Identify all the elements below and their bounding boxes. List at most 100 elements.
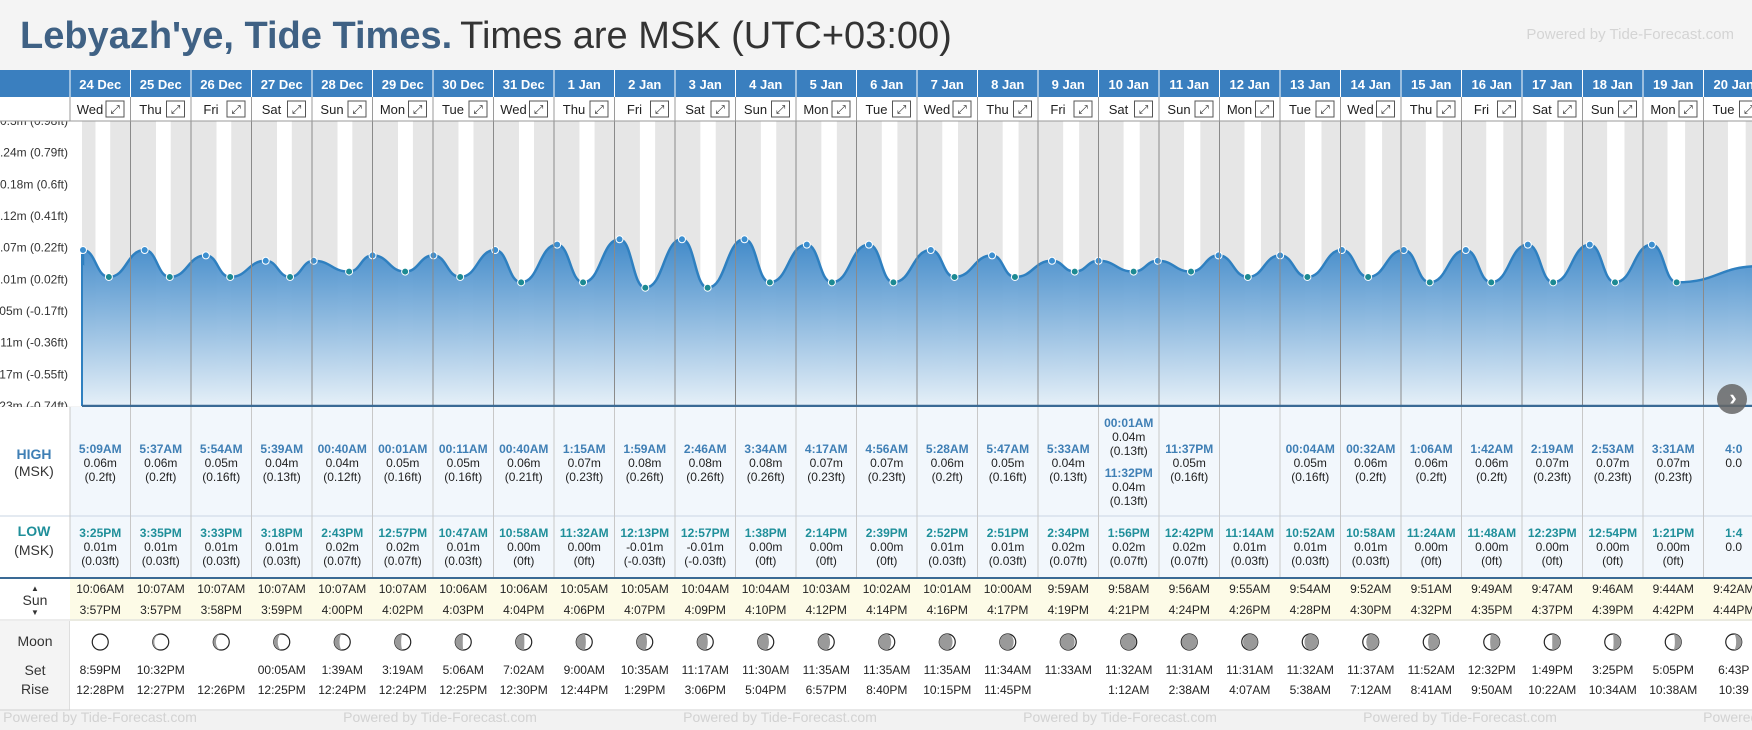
high-time: 2:46AM bbox=[684, 442, 727, 456]
expand-day-button[interactable] bbox=[1194, 100, 1214, 118]
dow-label: Mon bbox=[1650, 102, 1675, 117]
expand-day-button[interactable] bbox=[952, 100, 972, 118]
expand-day-button[interactable] bbox=[1315, 100, 1335, 118]
low-height-ft: (0ft) bbox=[513, 554, 534, 568]
high-time: 1:06AM bbox=[1410, 442, 1453, 456]
expand-day-button[interactable] bbox=[1436, 100, 1456, 118]
expand-day-button[interactable] bbox=[166, 100, 185, 118]
expand-day-button[interactable] bbox=[1255, 100, 1274, 118]
date-label: 11 Jan bbox=[1169, 77, 1209, 92]
moon-phase-icon bbox=[1301, 633, 1319, 651]
expand-day-button[interactable] bbox=[1557, 100, 1577, 118]
y-tick-label: 0.01m (0.02ft) bbox=[0, 272, 68, 286]
sunrise-arrow-icon: ▲ bbox=[31, 584, 39, 593]
expand-day-button[interactable] bbox=[1497, 100, 1516, 118]
expand-icon: ⤢ bbox=[291, 103, 302, 117]
high-tide-point bbox=[1153, 256, 1162, 265]
moon-phase-icon bbox=[1180, 633, 1198, 651]
low-tide-point bbox=[1364, 272, 1373, 281]
sunset-time: 4:30PM bbox=[1350, 603, 1391, 617]
expand-day-button[interactable] bbox=[1739, 100, 1752, 118]
expand-day-button[interactable] bbox=[1678, 100, 1698, 118]
sunrise-time: 9:58AM bbox=[1108, 582, 1149, 596]
expand-day-button[interactable] bbox=[1618, 100, 1637, 118]
moon-row-label: Moon bbox=[17, 633, 52, 649]
expand-day-button[interactable] bbox=[468, 100, 488, 118]
sunrise-time: 10:06AM bbox=[76, 582, 124, 596]
sunrise-time: 9:56AM bbox=[1169, 582, 1210, 596]
moonrise-time: 12:28PM bbox=[76, 683, 124, 697]
high-time: 5:39AM bbox=[260, 442, 303, 456]
low-height-ft: (-0.03ft) bbox=[624, 554, 666, 568]
moon-phase-icon bbox=[636, 633, 654, 651]
low-height-m: 0.01m bbox=[991, 540, 1024, 554]
moon-phase-icon bbox=[938, 633, 956, 651]
sunrise-time: 10:07AM bbox=[137, 582, 185, 596]
moonrise-time: 1:29PM bbox=[624, 683, 665, 697]
moon-phase-icon bbox=[878, 633, 896, 651]
sunset-time: 4:03PM bbox=[443, 603, 484, 617]
expand-day-button[interactable] bbox=[892, 100, 911, 118]
date-label: 4 Jan bbox=[749, 77, 782, 92]
high-time: 5:28AM bbox=[926, 442, 969, 456]
low-height-ft: (0.03ft) bbox=[202, 554, 240, 568]
sunrise-time: 10:03AM bbox=[802, 582, 850, 596]
low-height-ft: (0ft) bbox=[1542, 554, 1563, 568]
expand-day-button[interactable] bbox=[105, 100, 125, 118]
expand-day-button[interactable] bbox=[1073, 100, 1093, 118]
low-height-ft: (0.03ft) bbox=[444, 554, 482, 568]
moon-phase-icon bbox=[273, 633, 291, 651]
expand-day-button[interactable] bbox=[529, 100, 548, 118]
page-title: Lebyazh'ye, Tide Times. Times are MSK (UT… bbox=[20, 8, 952, 64]
sun-row-background bbox=[70, 579, 1752, 621]
sunset-time: 4:37PM bbox=[1532, 603, 1573, 617]
expand-icon: ⤢ bbox=[835, 103, 846, 117]
expand-day-button[interactable] bbox=[650, 100, 669, 118]
expand-day-button[interactable] bbox=[1376, 100, 1395, 118]
dow-label: Thu bbox=[563, 102, 585, 117]
moon-shadow bbox=[1243, 634, 1258, 650]
high-height-m: 0.04m bbox=[326, 456, 359, 470]
expand-icon: ⤢ bbox=[533, 103, 544, 117]
sunset-time: 4:00PM bbox=[322, 603, 363, 617]
expand-icon: ⤢ bbox=[412, 103, 423, 117]
expand-day-button[interactable] bbox=[831, 100, 851, 118]
high-tide-point bbox=[988, 251, 997, 260]
sunset-time: 4:07PM bbox=[624, 603, 665, 617]
expand-day-button[interactable] bbox=[1013, 100, 1032, 118]
sunset-time: 3:59PM bbox=[261, 603, 302, 617]
next-page-button[interactable]: › bbox=[1717, 384, 1747, 414]
high-height-m: 0.06m bbox=[507, 456, 540, 470]
low-height-ft: (0.03ft) bbox=[263, 554, 301, 568]
moonrise-row-label: Rise bbox=[21, 681, 49, 697]
expand-day-button[interactable] bbox=[226, 100, 246, 118]
expand-day-button[interactable] bbox=[408, 100, 427, 118]
dow-label: Tue bbox=[442, 102, 464, 117]
low-time: 11:48AM bbox=[1467, 526, 1516, 540]
low-tide-point bbox=[889, 278, 898, 287]
high-height-ft: (0.2ft) bbox=[145, 470, 176, 484]
moonrise-time: 2:38AM bbox=[1169, 683, 1210, 697]
low-time: 10:52AM bbox=[1286, 526, 1335, 540]
moonset-time: 6:43P bbox=[1718, 663, 1749, 677]
moonrise-time: 12:30PM bbox=[500, 683, 548, 697]
expand-day-button[interactable] bbox=[1134, 100, 1153, 118]
dow-label: Sun bbox=[320, 102, 343, 117]
moonrise-time: 12:25PM bbox=[258, 683, 306, 697]
high-height-ft: (0.16ft) bbox=[444, 470, 482, 484]
high-height-m: 0.05m bbox=[386, 456, 419, 470]
expand-icon: ⤢ bbox=[956, 103, 967, 117]
expand-day-button[interactable] bbox=[771, 100, 790, 118]
dow-label: Sun bbox=[1591, 102, 1614, 117]
expand-icon: ⤢ bbox=[472, 103, 483, 117]
dow-label: Sun bbox=[744, 102, 767, 117]
expand-day-button[interactable] bbox=[589, 100, 609, 118]
low-height-ft: (0.03ft) bbox=[928, 554, 966, 568]
sunrise-time: 9:51AM bbox=[1411, 582, 1452, 596]
moonset-time: 1:49PM bbox=[1532, 663, 1573, 677]
expand-day-button[interactable] bbox=[347, 100, 367, 118]
sunset-time: 3:58PM bbox=[201, 603, 242, 617]
expand-day-button[interactable] bbox=[287, 100, 306, 118]
high-height-ft: (0.23ft) bbox=[868, 470, 906, 484]
expand-day-button[interactable] bbox=[710, 100, 730, 118]
